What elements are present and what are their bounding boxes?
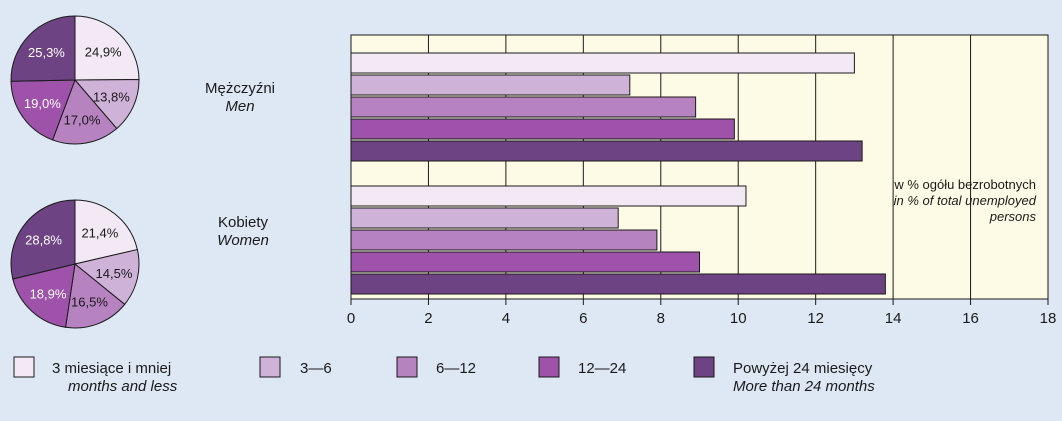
unit-note-en-2: persons	[989, 209, 1037, 224]
x-tick-label: 6	[579, 310, 587, 327]
bar-women-series-2	[350, 229, 658, 251]
legend-swatch-0	[13, 356, 35, 378]
pie-women-slice-4	[10, 199, 76, 280]
bar-men-series-0	[350, 52, 855, 74]
pie-women-label-3: 18,9%	[30, 287, 67, 302]
pie-women-label-2: 16,5%	[71, 294, 108, 309]
pie-women-slice-3	[12, 263, 76, 328]
legend-label-4: Powyżej 24 miesięcy	[733, 360, 873, 377]
bar-women-series-3	[350, 251, 700, 273]
x-tick-label: 0	[347, 310, 355, 327]
x-tick-label: 12	[807, 310, 824, 327]
pie-men-label-4: 25,3%	[28, 45, 65, 60]
x-tick-label: 16	[962, 310, 979, 327]
unit-note-en-1: in % of total unemployed	[894, 193, 1037, 208]
legend-swatch-3	[538, 356, 560, 378]
legend-swatch-1	[259, 356, 281, 378]
bar-men-series-2	[350, 96, 697, 118]
bar-men-series-3	[350, 118, 735, 140]
legend-label-0: 3 miesiące i mniej	[52, 360, 171, 377]
legend-swatch-4	[693, 356, 715, 378]
legend-label-4-en: More than 24 months	[733, 378, 875, 395]
pie-women-slice-2	[65, 263, 126, 329]
group-label-women-en: Women	[217, 232, 269, 249]
pie-men-slice-1	[73, 79, 140, 130]
pie-women-label-1: 14,5%	[96, 266, 133, 281]
unit-note-pl: w % ogółu bezrobotnych	[893, 177, 1036, 192]
pie-men: 24,9% 13,8% 17,0%19,0% 25,3%	[10, 15, 140, 145]
group-label-men-en: Men	[225, 98, 254, 115]
bar-men-series-1	[350, 74, 631, 96]
pie-men-label-2: 17,0%	[64, 112, 101, 127]
bars	[350, 52, 886, 295]
pie-men-label-0: 24,9%	[85, 45, 122, 60]
legend-label-1: 3—6	[300, 360, 332, 377]
pie-men-label-1: 13,8%	[93, 90, 130, 105]
unit-note: w % ogółu bezrobotnych in % of total une…	[893, 177, 1036, 224]
pie-women-label-0: 21,4%	[81, 226, 118, 241]
bar-men-series-4	[350, 140, 863, 162]
pie-women-slice-1	[73, 248, 140, 306]
legend-label-2: 6—12	[436, 360, 476, 377]
pie-men-slice-0	[74, 15, 140, 81]
pie-women-slice-0	[74, 199, 138, 265]
x-tick-label: 8	[657, 310, 665, 327]
bar-women-series-1	[350, 207, 619, 229]
x-tick-label: 14	[885, 310, 902, 327]
pie-men-slice-4	[10, 15, 76, 82]
pie-charts: 24,9% 13,8% 17,0%19,0% 25,3% 21,4% 14,5% 16,5%…	[10, 15, 140, 329]
group-label-women-pl: Kobiety	[218, 214, 269, 231]
pie-women: 21,4% 14,5% 16,5% 18,9% 28,8%	[10, 199, 140, 329]
legend-swatch-2	[396, 356, 418, 378]
pie-men-slice-3	[10, 79, 76, 141]
pie-men-label-3: 19,0%	[24, 96, 61, 111]
x-tick-label: 4	[502, 310, 510, 327]
x-tick-label: 2	[424, 310, 432, 327]
legend-label-0-en: months and less	[68, 378, 178, 395]
bar-women-series-0	[350, 185, 747, 207]
legend-label-3: 12—24	[578, 360, 626, 377]
x-tick-label: 18	[1040, 310, 1057, 327]
pie-men-slice-2	[51, 79, 118, 145]
x-axis: 0 2 4 6 8 10 12 14 16 18	[347, 299, 1057, 327]
bar-women-series-4	[350, 273, 886, 295]
pie-women-label-4: 28,8%	[25, 232, 62, 247]
legend: 3 miesiące i mniej months and less 3—6 6…	[13, 356, 875, 395]
x-tick-label: 10	[730, 310, 747, 327]
group-label-men-pl: Mężczyźni	[205, 80, 275, 97]
group-label-women: Kobiety Women	[217, 214, 269, 249]
group-label-men: Mężczyźni Men	[205, 80, 275, 115]
